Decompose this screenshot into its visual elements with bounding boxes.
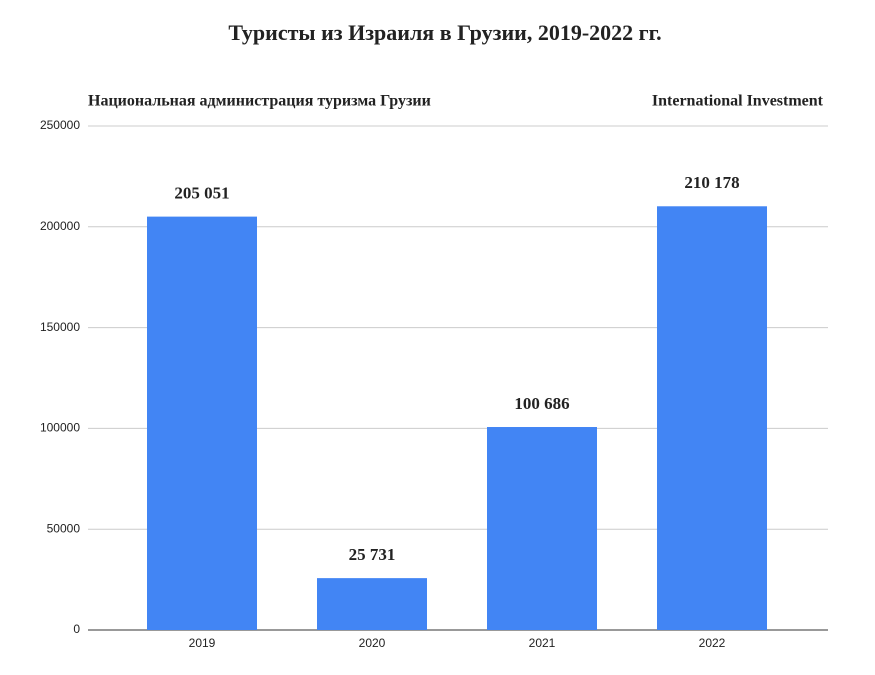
- x-tick-label: 2021: [529, 636, 556, 650]
- y-tick-label: 50000: [47, 521, 81, 535]
- value-label: 205 051: [174, 184, 229, 203]
- value-label: 210 178: [684, 173, 739, 192]
- bar: [657, 206, 767, 630]
- bar: [147, 216, 257, 630]
- value-label: 100 686: [514, 394, 569, 413]
- bar: [317, 578, 427, 630]
- x-tick-label: 2022: [699, 636, 726, 650]
- y-tick-label: 0: [73, 622, 80, 636]
- y-tick-label: 250000: [40, 118, 80, 132]
- bar: [487, 427, 597, 630]
- annotation: Национальная администрация туризма Грузи…: [88, 93, 431, 110]
- x-tick-label: 2020: [359, 636, 386, 650]
- annotation: International Investment: [652, 93, 824, 110]
- y-tick-label: 200000: [40, 219, 80, 233]
- value-label: 25 731: [349, 545, 396, 564]
- y-tick-label: 100000: [40, 421, 80, 435]
- y-tick-label: 150000: [40, 320, 80, 334]
- chart-title: Туристы из Израиля в Грузии, 2019-2022 г…: [228, 20, 661, 45]
- x-tick-label: 2019: [189, 636, 216, 650]
